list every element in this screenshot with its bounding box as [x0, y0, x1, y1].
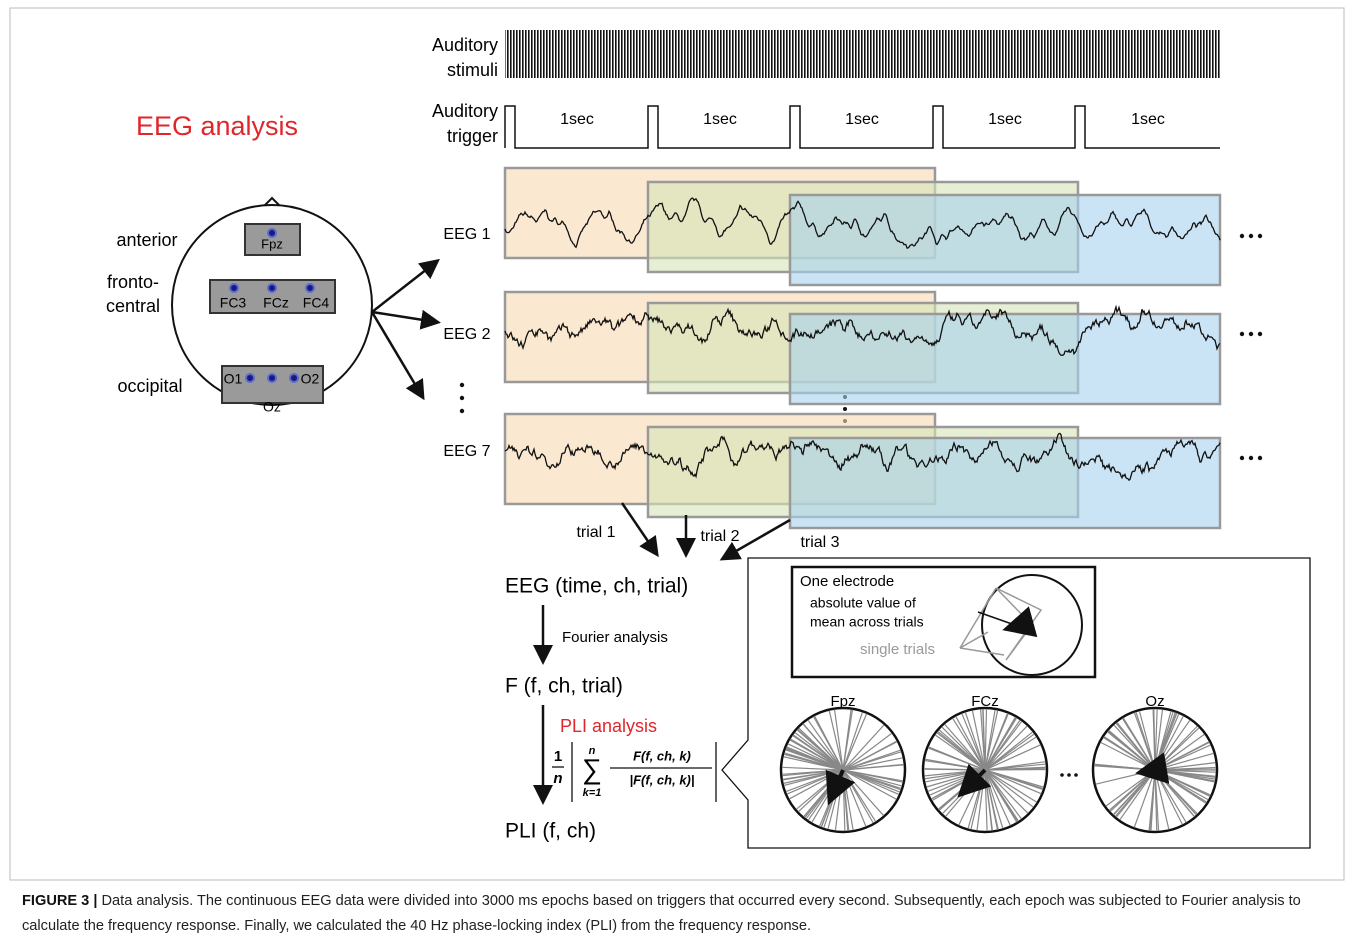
formula-part: 1 [554, 748, 562, 765]
electrode-label: FC3 [220, 295, 247, 311]
inset-dots [1060, 773, 1078, 777]
page: EEG analysis Auditory stimuli Auditory t… [0, 0, 1354, 945]
interval-label: 1sec [988, 111, 1022, 128]
electrode-label: Fpz [261, 236, 283, 251]
interval-label: 1sec [1131, 111, 1165, 128]
channel-label: EEG 1 [443, 226, 490, 243]
region-label: anterior [116, 230, 177, 250]
electrode-label: O2 [301, 371, 320, 387]
formula: 1 n n ∑ k=1 F(f, ch, k) |F(f, ch, k)| [552, 742, 716, 802]
pipeline-step: Fourier analysis [562, 629, 668, 646]
caption-text: Data analysis. The continuous EEG data w… [22, 893, 1301, 934]
pipeline-step: PLI (f, ch) [505, 820, 596, 843]
epoch-window [790, 195, 1220, 285]
interval-label: 1sec [845, 111, 879, 128]
inset-text: absolute value of [810, 595, 916, 611]
trial-label: trial 2 [700, 528, 739, 545]
electrode-label: O1 [224, 371, 243, 387]
trigger-label: trigger [447, 126, 498, 146]
trigger-label: Auditory [432, 101, 498, 121]
epochs [505, 168, 1220, 528]
electrode-label: FC4 [303, 295, 330, 311]
inset-title: One electrode [800, 573, 894, 590]
polar-plots [781, 708, 1217, 832]
electrode-label: FCz [263, 295, 289, 311]
stimuli-label: stimuli [447, 60, 498, 80]
region-label: occipital [117, 376, 182, 396]
stimuli-label: Auditory [432, 35, 498, 55]
electrode-label: Oz [263, 399, 281, 415]
inset-text: mean across trials [810, 614, 924, 630]
title: EEG analysis [136, 111, 298, 141]
formula-part: ∑ [582, 753, 602, 784]
pipeline-step: PLI analysis [560, 716, 657, 736]
formula-part: F(f, ch, k) [633, 748, 691, 763]
mean-vector [1143, 770, 1155, 772]
caption-label: FIGURE 3 | [22, 893, 97, 909]
formula-part: k=1 [583, 787, 602, 799]
continuation-dots [1240, 234, 1262, 460]
channel-label: EEG 2 [443, 326, 490, 343]
channel-label: EEG 7 [443, 443, 490, 460]
region-label: fronto- [107, 272, 159, 292]
trial-label: trial 3 [800, 534, 839, 551]
interval-label: 1sec [560, 111, 594, 128]
caption: FIGURE 3 | Data analysis. The continuous… [22, 889, 1334, 939]
inset-text: single trials [860, 641, 935, 658]
pipeline-step: EEG (time, ch, trial) [505, 575, 688, 598]
epoch-window [790, 438, 1220, 528]
pipeline-step: F (f, ch, trial) [505, 675, 623, 698]
formula-part: n [553, 770, 562, 787]
interval-label: 1sec [703, 111, 737, 128]
stimuli-signal [505, 30, 1220, 78]
formula-part: |F(f, ch, k)| [629, 772, 694, 787]
figure: EEG analysis Auditory stimuli Auditory t… [0, 0, 1354, 885]
region-label: central [106, 296, 160, 316]
trial-label: trial 1 [576, 524, 615, 541]
head-arrows [372, 262, 436, 396]
